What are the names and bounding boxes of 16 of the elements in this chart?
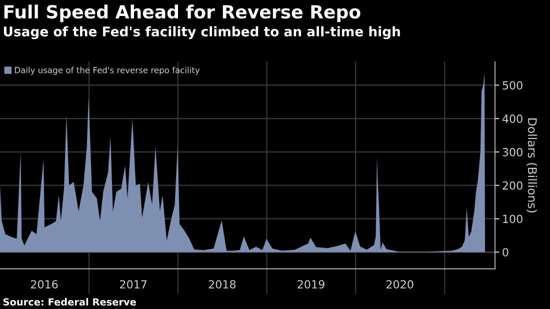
chart-subtitle: Usage of the Fed's facility climbed to an all-time high [4,26,400,40]
y-tick-label: 100 [503,214,522,224]
x-tick-label: 2020 [386,280,414,289]
legend-label: Daily usage of the Fed's reverse repo facility [14,66,200,75]
y-tick-label: 300 [502,148,522,156]
y-axis-title: Dollars (Billions) [526,118,538,212]
chart-title: Full Speed Ahead for Reverse Repo [4,4,360,22]
y-tick-label: 400 [502,114,522,123]
y-tick-label: 200 [502,181,522,190]
y-tick-label: 0 [502,248,508,257]
x-tick-label: 2019 [298,280,324,289]
y-tick-label: 500 [502,81,522,90]
source-note: Source: Federal Reserve [3,298,136,306]
x-tick-label: 2018 [208,280,236,289]
x-tick-label: 2017 [120,280,147,289]
x-tick-label: 2016 [30,280,58,289]
